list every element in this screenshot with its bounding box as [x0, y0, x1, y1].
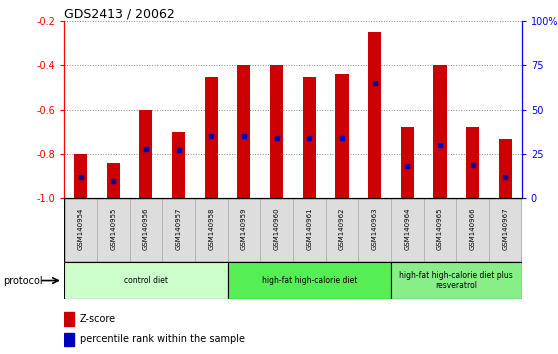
Bar	[466, 127, 479, 198]
Text: GSM140962: GSM140962	[339, 207, 345, 250]
Bar	[326, 198, 358, 262]
Point	[403, 164, 412, 169]
Text: GSM140954: GSM140954	[78, 208, 84, 250]
Bar	[434, 65, 446, 198]
Bar	[358, 198, 391, 262]
Bar	[237, 65, 251, 198]
Text: GSM140957: GSM140957	[176, 207, 181, 250]
Text: GSM140966: GSM140966	[470, 207, 476, 250]
Bar	[64, 198, 97, 262]
Bar	[391, 198, 424, 262]
Bar	[368, 32, 381, 198]
Text: control diet: control diet	[124, 276, 168, 285]
Point	[305, 135, 314, 141]
Point	[239, 133, 248, 139]
Text: high-fat high-calorie diet: high-fat high-calorie diet	[262, 276, 357, 285]
Text: GSM140967: GSM140967	[502, 207, 508, 250]
Text: protocol: protocol	[3, 275, 42, 286]
Bar	[335, 74, 349, 198]
Text: GSM140958: GSM140958	[208, 207, 214, 250]
Bar	[270, 65, 283, 198]
Text: GSM140964: GSM140964	[405, 207, 410, 250]
Bar	[162, 198, 195, 262]
Point	[501, 174, 510, 180]
Point	[174, 148, 183, 153]
Text: high-fat high-calorie diet plus
resveratrol: high-fat high-calorie diet plus resverat…	[400, 271, 513, 290]
Bar	[205, 76, 218, 198]
Bar	[64, 333, 74, 346]
Text: GDS2413 / 20062: GDS2413 / 20062	[64, 7, 175, 20]
Bar	[489, 198, 522, 262]
Point	[272, 135, 281, 141]
Bar	[228, 198, 260, 262]
Point	[436, 142, 445, 148]
Bar	[195, 198, 228, 262]
Bar	[97, 198, 129, 262]
Bar	[228, 262, 391, 299]
Text: GSM140965: GSM140965	[437, 207, 443, 250]
Bar	[391, 262, 522, 299]
Bar	[499, 138, 512, 198]
Text: GSM140961: GSM140961	[306, 207, 312, 250]
Point	[109, 178, 118, 183]
Text: GSM140956: GSM140956	[143, 207, 149, 250]
Point	[468, 162, 477, 167]
Bar	[260, 198, 293, 262]
Bar	[401, 127, 414, 198]
Text: percentile rank within the sample: percentile rank within the sample	[80, 335, 245, 344]
Bar	[303, 76, 316, 198]
Text: Z-score: Z-score	[80, 314, 116, 324]
Bar	[172, 132, 185, 198]
Bar	[456, 198, 489, 262]
Bar	[129, 198, 162, 262]
Point	[207, 133, 216, 139]
Bar	[64, 312, 74, 326]
Point	[370, 80, 379, 86]
Text: GSM140959: GSM140959	[241, 207, 247, 250]
Point	[76, 174, 85, 180]
Point	[338, 135, 347, 141]
Bar	[424, 198, 456, 262]
Bar	[74, 154, 87, 198]
Bar	[140, 110, 152, 198]
Bar	[107, 163, 120, 198]
Bar	[293, 198, 326, 262]
Text: GSM140960: GSM140960	[273, 207, 280, 250]
Text: GSM140955: GSM140955	[110, 208, 116, 250]
Point	[141, 146, 150, 152]
Bar	[64, 262, 228, 299]
Text: GSM140963: GSM140963	[372, 207, 378, 250]
